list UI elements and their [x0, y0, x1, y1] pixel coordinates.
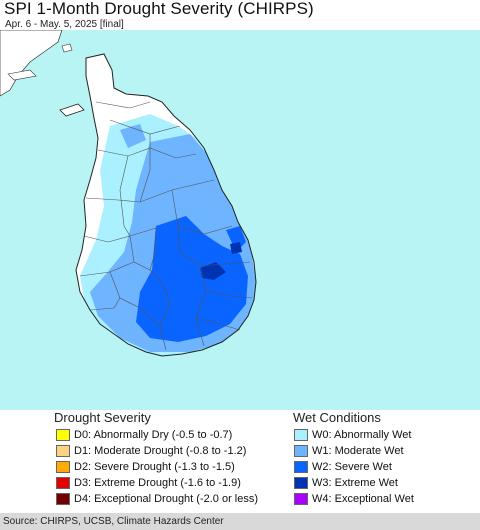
- legend-item-w3: W3: Extreme Wet: [294, 476, 398, 490]
- map-subtitle: Apr. 6 - May. 5, 2025 [final]: [5, 19, 124, 30]
- swatch-d3: [56, 477, 70, 489]
- legend: Drought Severity Wet Conditions D0: Abno…: [0, 410, 480, 513]
- map-title: SPI 1-Month Drought Severity (CHIRPS): [4, 0, 314, 18]
- drought-map: [0, 30, 480, 410]
- legend-item-d4: D4: Exceptional Drought (-2.0 or less): [56, 492, 258, 506]
- legend-label-d2: D2: Severe Drought (-1.3 to -1.5): [74, 461, 235, 473]
- swatch-w0: [294, 429, 308, 441]
- legend-item-w0: W0: Abnormally Wet: [294, 428, 411, 442]
- mainland-coast: [0, 30, 63, 97]
- swatch-w4: [294, 493, 308, 505]
- swatch-w3: [294, 477, 308, 489]
- swatch-d4: [56, 493, 70, 505]
- w2-patch-east: [226, 226, 246, 252]
- district-boundaries: [79, 101, 253, 351]
- legend-item-d0: D0: Abnormally Dry (-0.5 to -0.7): [56, 428, 232, 442]
- w2-area: [136, 216, 248, 342]
- w1-patch-north: [120, 124, 146, 148]
- drought-legend-title: Drought Severity: [54, 410, 151, 425]
- footer: Source: CHIRPS, UCSB, Climate Hazards Ce…: [0, 513, 480, 530]
- map-header: SPI 1-Month Drought Severity (CHIRPS) Ap…: [0, 0, 480, 30]
- legend-item-d1: D1: Moderate Drought (-0.8 to -1.2): [56, 444, 246, 458]
- w3-patch-2: [230, 242, 242, 254]
- swatch-d2: [56, 461, 70, 473]
- map-canvas: [0, 30, 257, 357]
- w3-patch-1: [200, 262, 226, 280]
- legend-label-w0: W0: Abnormally Wet: [312, 429, 412, 441]
- legend-label-w3: W3: Extreme Wet: [312, 477, 398, 489]
- wet-legend-title: Wet Conditions: [293, 410, 381, 425]
- source-credit: Source: CHIRPS, UCSB, Climate Hazards Ce…: [3, 516, 224, 527]
- condition-shading: [80, 114, 256, 356]
- legend-label-d4: D4: Exceptional Drought (-2.0 or less): [74, 493, 259, 505]
- legend-item-d2: D2: Severe Drought (-1.3 to -1.5): [56, 460, 235, 474]
- legend-label-w2: W2: Severe Wet: [312, 461, 392, 473]
- legend-item-w1: W1: Moderate Wet: [294, 444, 404, 458]
- swatch-d0: [56, 429, 70, 441]
- legend-item-d3: D3: Extreme Drought (-1.6 to -1.9): [56, 476, 241, 490]
- legend-label-w4: W4: Exceptional Wet: [312, 493, 414, 505]
- legend-label-d3: D3: Extreme Drought (-1.6 to -1.9): [74, 477, 241, 489]
- legend-label-d0: D0: Abnormally Dry (-0.5 to -0.7): [74, 429, 233, 441]
- legend-item-w2: W2: Severe Wet: [294, 460, 392, 474]
- legend-item-w4: W4: Exceptional Wet: [294, 492, 414, 506]
- legend-label-d1: D1: Moderate Drought (-0.8 to -1.2): [74, 445, 247, 457]
- swatch-d1: [56, 445, 70, 457]
- legend-label-w1: W1: Moderate Wet: [312, 445, 404, 457]
- coastline: [75, 53, 257, 357]
- swatch-w1: [294, 445, 308, 457]
- mainland-islets: [7, 43, 73, 81]
- swatch-w2: [294, 461, 308, 473]
- mannar-island: [59, 103, 85, 117]
